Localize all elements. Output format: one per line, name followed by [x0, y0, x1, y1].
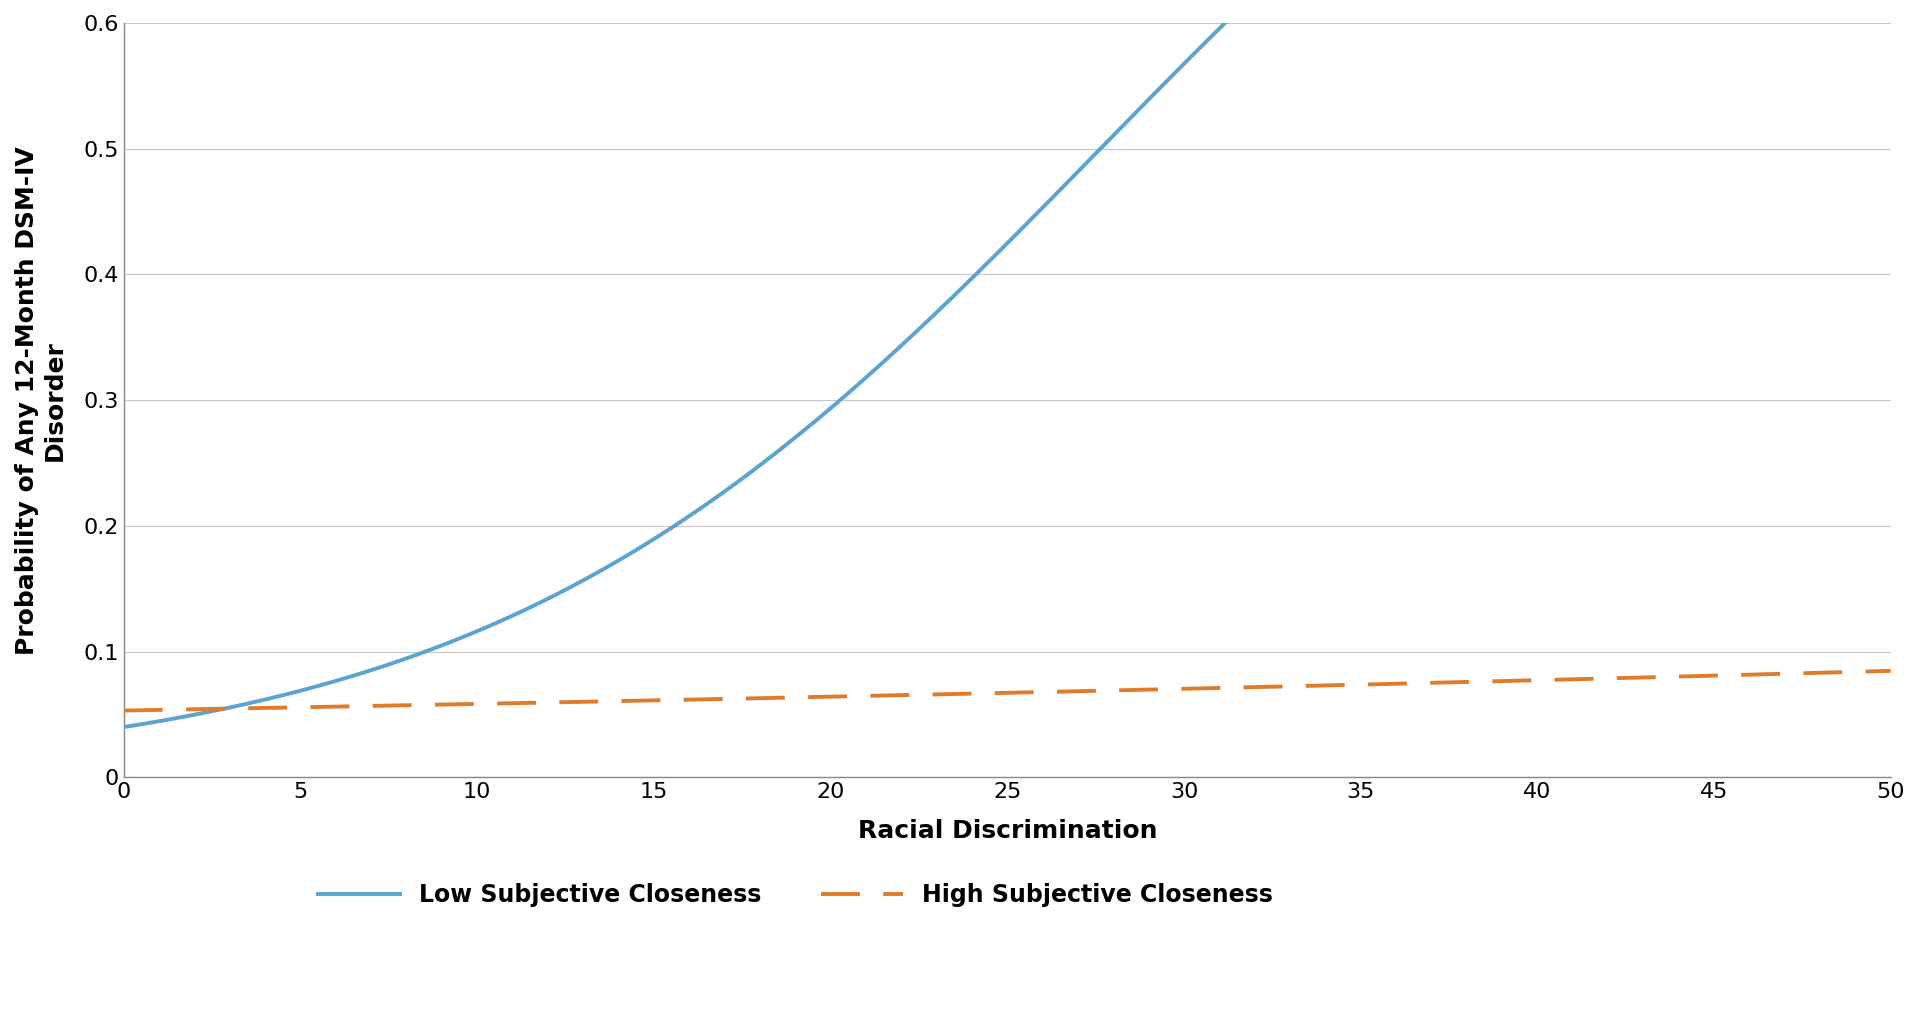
- Y-axis label: Probability of Any 12-Month DSM-IV
Disorder: Probability of Any 12-Month DSM-IV Disor…: [15, 146, 67, 654]
- X-axis label: Racial Discrimination: Racial Discrimination: [858, 819, 1158, 843]
- Legend: Low Subjective Closeness, High Subjective Closeness: Low Subjective Closeness, High Subjectiv…: [307, 873, 1283, 916]
